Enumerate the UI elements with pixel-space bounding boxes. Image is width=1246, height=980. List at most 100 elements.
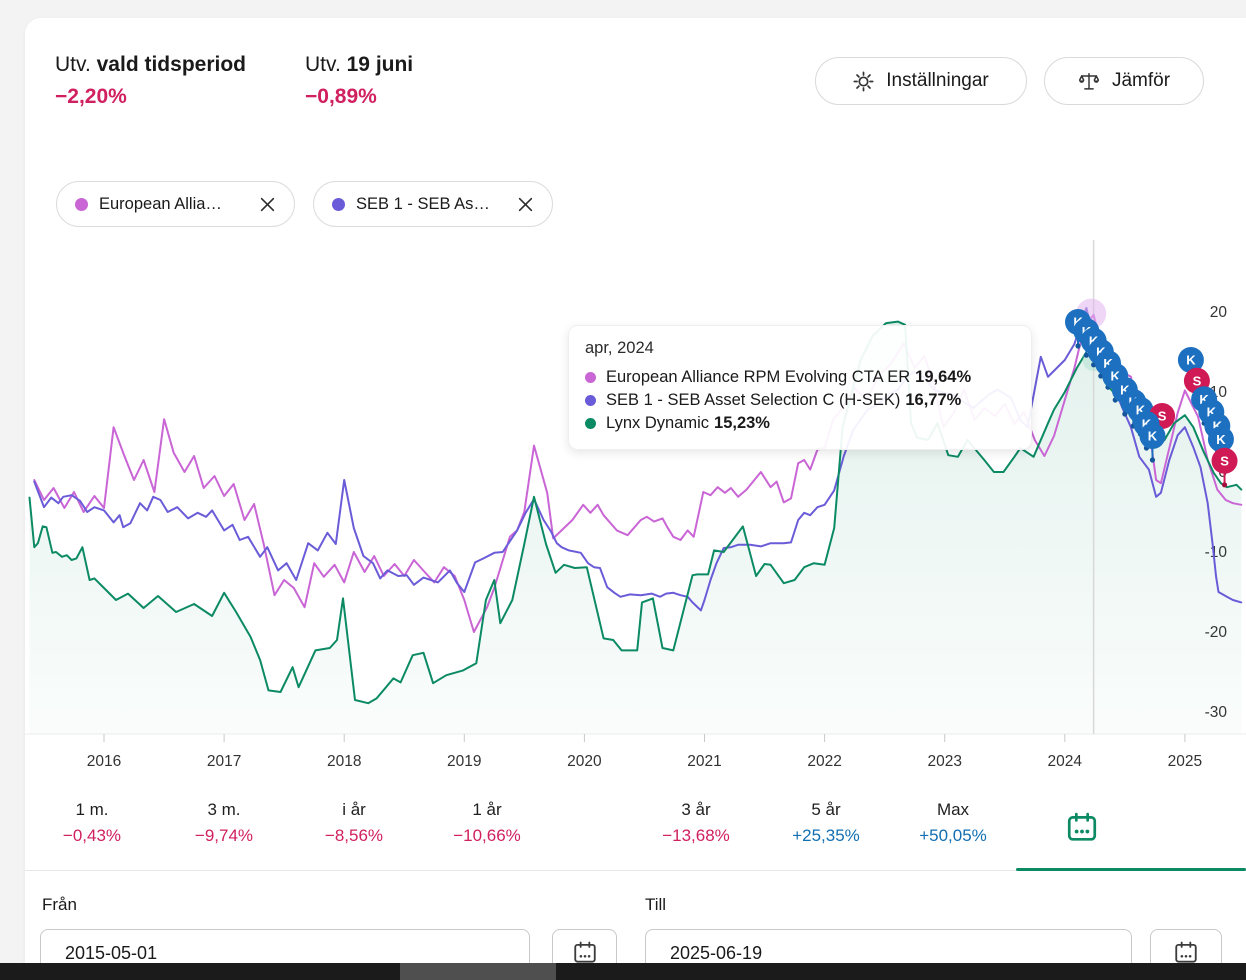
series-value: 15,23% [714,414,770,432]
tab-5år[interactable]: 5 år +25,35% [751,799,901,848]
sell-marker-badge[interactable] [1211,447,1238,474]
marker-letter: K [1136,403,1146,418]
series-color-dot [332,197,345,211]
marker-point [1075,343,1081,349]
period-label: vald tidsperiod [96,53,246,76]
x-axis-label: 2023 [927,753,961,770]
period-performance-value: −2,20% [55,85,127,108]
day-performance-value: −0,89% [305,85,377,108]
day-performance-label: Utv. 19 juni [305,52,413,78]
series-name: SEB 1 - SEB Asset Selection C (H-SEK) 16,… [606,391,962,409]
calendar-icon [572,940,598,966]
marker-point [1149,457,1156,463]
tab-1år[interactable]: 1 år −10,66% [412,799,562,848]
tooltip-series-row: SEB 1 - SEB Asset Selection C (H-SEK) 16,… [585,389,1015,412]
x-axis-label: 2021 [687,753,721,770]
tab-label: Max [936,800,970,819]
marker-letter: S [1158,409,1167,424]
tab-1m[interactable]: 1 m. −0,43% [17,799,167,848]
series-line [33,313,1243,633]
tab-value: −0,43% [62,826,122,845]
period-prefix: Utv. [55,53,91,76]
x-axis-label: 2022 [807,753,841,770]
series-color-dot [75,197,88,211]
marker-letter: S [1220,454,1229,469]
from-date-label: Från [42,895,77,914]
y-axis-label: 20 [1210,304,1228,321]
scrollbar-thumb[interactable] [400,963,556,980]
marker-letter: K [1199,392,1209,407]
buy-marker-badge[interactable] [1139,423,1166,449]
to-date-label: Till [645,895,667,914]
tab-iår[interactable]: i år −8,56% [279,799,429,848]
series-line [33,307,1243,612]
bottom-scrollbar[interactable] [0,963,1246,980]
close-icon[interactable] [259,196,276,213]
x-axis-label: 2019 [447,753,481,770]
marker-point [1083,352,1090,358]
compare-button-label: Jämför [1111,70,1171,91]
x-axis-label: 2017 [207,753,241,770]
series-value: 16,77% [905,391,962,409]
tab-label: 3 år [681,800,711,819]
calendar-icon [1173,940,1199,966]
tab-value: −13,68% [662,826,730,845]
marker-letter: K [1148,429,1158,444]
tabs-separator [25,870,1246,871]
marker-letter: K [1186,353,1196,368]
marker-letter: K [1111,369,1121,384]
marker-letter: K [1142,417,1152,432]
settings-button-label: Inställningar [886,70,989,91]
marker-letter: K [1213,419,1223,434]
series-name: Lynx Dynamic 15,23% [606,414,770,432]
chart-tooltip: apr, 2024 European Alliance RPM Evolving… [568,325,1032,450]
comparison-chip[interactable]: SEB 1 - SEB As… [313,181,553,227]
lynx-area-fill [29,321,1242,734]
tab-value: +25,35% [792,826,860,845]
chip-label: SEB 1 - SEB As… [356,194,490,213]
tab-Max[interactable]: Max +50,05% [878,799,1028,848]
marker-point [1221,482,1228,488]
x-axis-label: 2018 [327,753,361,770]
tab-custom-period[interactable] [1064,802,1160,854]
series-color-dot [585,395,596,406]
period-performance-label: Utv. vald tidsperiod [55,52,246,78]
x-axis-label: 2020 [567,753,602,770]
to-date-value: 2025-06-19 [670,942,763,963]
x-axis-label: 2016 [87,753,121,770]
close-icon[interactable] [517,196,534,213]
tab-value: −10,66% [453,826,521,845]
tooltip-date: apr, 2024 [585,339,654,357]
tab-label: i år [342,800,366,819]
buy-marker-badge[interactable] [1177,347,1204,373]
tab-label: 3 m. [207,800,241,819]
tab-label: 1 år [472,800,502,819]
tooltip-series-row: European Alliance RPM Evolving CTA ER 19,… [585,366,1015,389]
settings-button[interactable]: Inställningar [815,57,1027,105]
marker-letter: K [1207,405,1217,420]
day-label: 19 juni [346,53,414,76]
tab-3år[interactable]: 3 år −13,68% [621,799,771,848]
comparison-chip[interactable]: European Allia… [56,181,295,227]
from-date-value: 2015-05-01 [65,942,158,963]
series-value: 19,64% [915,368,972,386]
series-color-dot [585,372,596,383]
compare-button[interactable]: Jämför [1044,57,1204,105]
marker-letter: K [1216,432,1226,447]
buy-marker-badge[interactable] [1207,426,1234,453]
tab-label: 1 m. [75,800,109,819]
tab-value: +50,05% [919,826,987,845]
series-line [28,320,1243,705]
tab-label: 5 år [811,800,841,819]
balance-scale-icon [1078,71,1100,92]
x-axis-label: 2025 [1168,753,1202,770]
tab-3m[interactable]: 3 m. −9,74% [149,799,299,848]
tab-value: −9,74% [194,826,254,845]
active-tab-underline [1016,868,1246,871]
marker-letter: K [1103,356,1113,371]
tab-value: −8,56% [324,826,384,845]
chip-label: European Allia… [99,194,222,213]
x-axis-label: 2024 [1048,753,1083,770]
